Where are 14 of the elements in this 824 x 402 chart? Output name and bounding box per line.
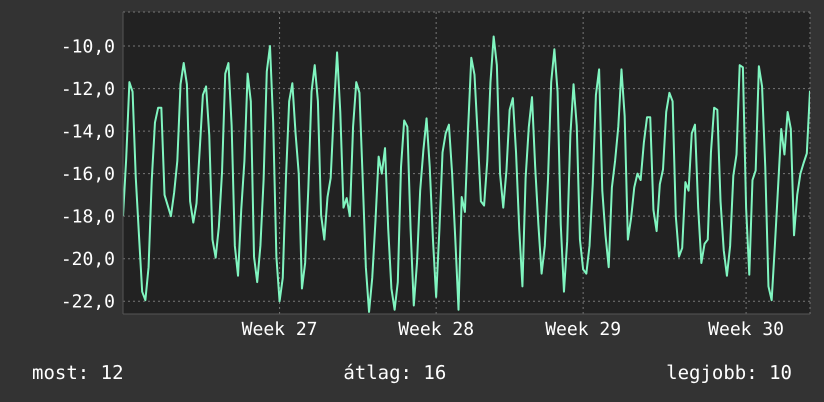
y-tick-label: -12,0 — [60, 78, 115, 100]
y-tick-label: -16,0 — [60, 164, 115, 186]
y-tick-label: -20,0 — [60, 249, 115, 270]
text: most: 12 — [32, 362, 124, 384]
x-tick-label: Week 30 — [708, 318, 784, 340]
text: legjobb: 10 — [666, 362, 792, 384]
y-tick-label: -22,0 — [60, 292, 115, 313]
x-tick-label: Week 29 — [545, 318, 622, 340]
y-tick-label: -18,0 — [60, 206, 115, 228]
y-tick-label: -10,0 — [60, 36, 115, 58]
text: átlag: 16 — [343, 362, 446, 384]
x-tick-label: Week 27 — [242, 318, 318, 340]
x-tick-label: Week 28 — [398, 318, 474, 340]
y-tick-label: -14,0 — [60, 121, 115, 142]
